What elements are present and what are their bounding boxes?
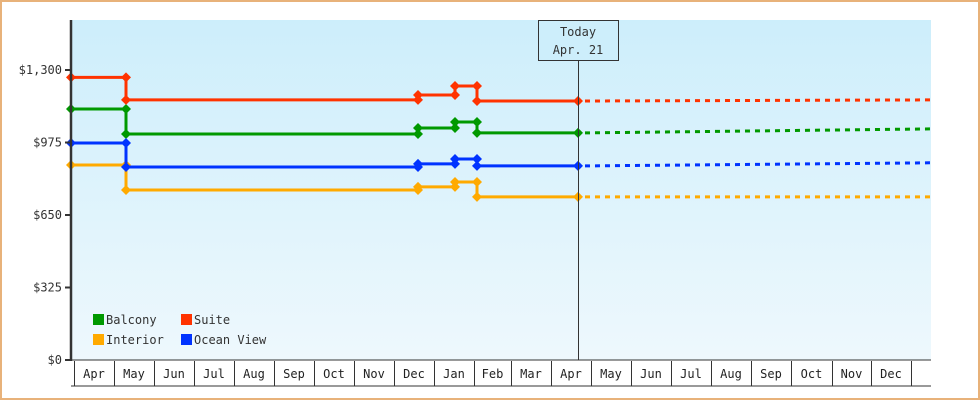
x-tick-label: Feb bbox=[482, 367, 504, 381]
data-point bbox=[413, 89, 423, 100]
forecast-line bbox=[584, 98, 932, 103]
x-tick-label: Nov bbox=[841, 367, 863, 381]
data-point bbox=[121, 162, 131, 173]
x-tick-label: May bbox=[123, 367, 145, 381]
legend-swatch bbox=[93, 334, 104, 345]
data-point bbox=[413, 158, 423, 169]
data-point bbox=[121, 185, 131, 196]
x-tick-label: Aug bbox=[243, 367, 265, 381]
x-tick-label: Mar bbox=[520, 367, 542, 381]
data-point bbox=[472, 116, 482, 127]
data-point bbox=[450, 176, 460, 187]
x-tick-label: Jul bbox=[203, 367, 225, 381]
forecast-line bbox=[584, 161, 932, 168]
x-tick-label: Apr bbox=[83, 367, 105, 381]
y-tick-label: $1,300 bbox=[19, 63, 62, 77]
x-tick-label: Jul bbox=[680, 367, 702, 381]
data-point bbox=[121, 129, 131, 140]
y-tick-label: $325 bbox=[33, 281, 62, 295]
legend-label: Ocean View bbox=[194, 333, 267, 347]
legend-item-interior: Interior bbox=[93, 333, 164, 347]
y-tick-label: $650 bbox=[33, 208, 62, 222]
data-point bbox=[450, 154, 460, 165]
series-line-balcony bbox=[71, 107, 578, 136]
data-point bbox=[472, 176, 482, 187]
x-tick-label: Oct bbox=[323, 367, 345, 381]
data-point bbox=[450, 123, 460, 133]
x-tick-label: Dec bbox=[880, 367, 902, 381]
legend: Balcony Suite Interior Ocean View bbox=[93, 313, 267, 347]
y-tick-label: $975 bbox=[33, 136, 62, 150]
data-point bbox=[472, 81, 482, 92]
data-point bbox=[413, 123, 423, 133]
legend-swatch bbox=[93, 314, 104, 325]
data-point bbox=[450, 89, 460, 100]
x-tick-label: Nov bbox=[363, 367, 385, 381]
forecast-line bbox=[584, 127, 932, 135]
data-point bbox=[472, 127, 482, 138]
data-point bbox=[472, 96, 482, 107]
x-tick-label: Aug bbox=[720, 367, 742, 381]
data-point bbox=[413, 181, 423, 192]
data-point bbox=[450, 116, 460, 127]
data-point bbox=[472, 154, 482, 165]
data-point bbox=[121, 104, 131, 115]
data-point bbox=[472, 191, 482, 202]
legend-item-balcony: Balcony bbox=[93, 313, 157, 327]
x-tick-label: Dec bbox=[403, 367, 425, 381]
x-tick-label: Jun bbox=[640, 367, 662, 381]
svg-text:Apr. 21: Apr. 21 bbox=[553, 43, 604, 57]
x-tick-label: Jan bbox=[443, 367, 465, 381]
legend-item-suite: Suite bbox=[181, 313, 230, 327]
x-tick-label: Sep bbox=[760, 367, 782, 381]
legend-label: Balcony bbox=[106, 313, 157, 327]
data-point bbox=[413, 129, 423, 140]
data-point bbox=[121, 94, 131, 105]
axes: Apr May Jun Jul Aug Sep Oct Nov Dec Jan Feb Mar Apr M… bbox=[19, 20, 931, 387]
data-point bbox=[121, 137, 131, 148]
data-point bbox=[450, 81, 460, 92]
data-point bbox=[121, 72, 131, 83]
x-tick-label: May bbox=[600, 367, 622, 381]
x-tick-label: Oct bbox=[801, 367, 823, 381]
x-tick-label: Apr bbox=[560, 367, 582, 381]
data-point bbox=[472, 160, 482, 171]
legend-item-ocean-view: Ocean View bbox=[181, 333, 267, 347]
series-line-suite bbox=[71, 75, 578, 103]
x-tick-label: Jun bbox=[163, 367, 185, 381]
legend-label: Suite bbox=[194, 313, 230, 327]
x-tick-label: Sep bbox=[283, 367, 305, 381]
svg-text:Today: Today bbox=[560, 25, 596, 39]
y-tick-label: $0 bbox=[48, 353, 62, 367]
legend-swatch bbox=[181, 334, 192, 345]
legend-swatch bbox=[181, 314, 192, 325]
legend-label: Interior bbox=[106, 333, 164, 347]
series-line-interior bbox=[71, 163, 578, 199]
today-marker bbox=[538, 20, 619, 61]
